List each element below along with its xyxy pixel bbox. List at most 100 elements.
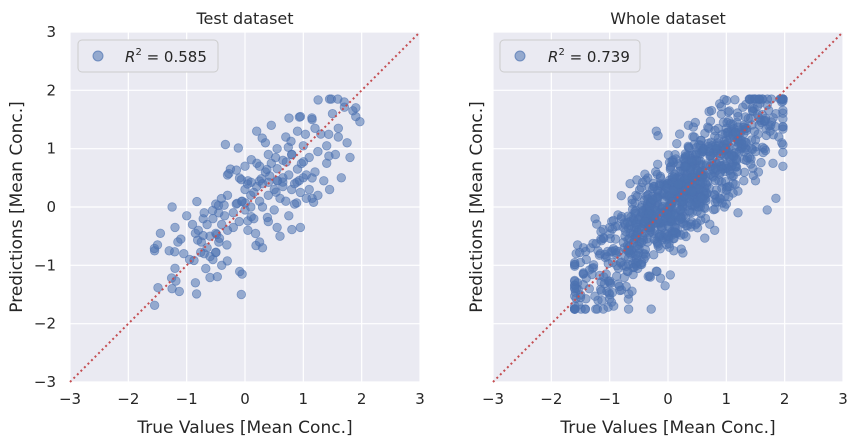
data-point	[590, 291, 600, 301]
data-point	[758, 147, 768, 158]
data-point	[649, 250, 659, 260]
test-dataset-panel: Test dataset −3 −2 −1 0 1 2 3 3 2 1 0 −1 −2 −3 True …	[7, 9, 425, 438]
data-point	[257, 202, 268, 212]
data-point	[189, 255, 199, 266]
y-tick-label: −1	[34, 256, 56, 274]
data-point	[754, 113, 764, 123]
data-point	[721, 128, 731, 139]
data-point	[771, 193, 781, 204]
data-point	[778, 105, 788, 116]
data-point	[595, 284, 606, 295]
data-point	[271, 187, 281, 197]
data-point	[580, 246, 591, 257]
data-point	[191, 289, 202, 299]
data-point	[632, 191, 643, 202]
data-point	[644, 208, 654, 218]
data-point	[778, 124, 788, 134]
data-point	[703, 141, 714, 152]
data-point	[281, 196, 291, 206]
data-point	[702, 177, 713, 187]
data-point	[342, 138, 352, 148]
data-point	[740, 137, 750, 147]
y-tick-label: 3	[46, 23, 56, 41]
data-point	[690, 117, 701, 128]
data-point	[686, 199, 696, 210]
y-tick-label: 0	[46, 198, 56, 216]
data-point	[750, 94, 761, 104]
data-point	[761, 130, 772, 141]
data-point	[778, 114, 788, 124]
data-point	[149, 300, 160, 311]
data-point	[233, 143, 244, 153]
data-point	[246, 211, 256, 222]
data-point	[287, 149, 297, 160]
legend-marker	[92, 50, 104, 62]
data-point	[292, 198, 302, 208]
data-point	[195, 247, 206, 258]
data-point	[270, 152, 281, 163]
data-point	[292, 126, 303, 136]
data-point	[307, 173, 317, 183]
data-point	[228, 222, 239, 233]
whole-dataset-panel: Whole dataset −3 −2 −1 0 1 2 3 True Values [Me…	[467, 9, 848, 438]
data-point	[205, 272, 215, 283]
data-point	[571, 248, 581, 259]
data-point	[778, 139, 788, 150]
data-point	[198, 214, 208, 224]
data-point	[739, 167, 750, 178]
data-point	[665, 270, 676, 280]
data-point	[570, 276, 580, 287]
data-point	[706, 105, 717, 116]
data-point	[272, 222, 282, 233]
data-point	[746, 143, 757, 154]
data-point	[724, 152, 734, 163]
legend-label: R2 = 0.585	[125, 47, 207, 66]
data-point	[669, 172, 679, 183]
data-point	[700, 233, 710, 243]
data-point	[687, 172, 697, 182]
data-point	[738, 102, 748, 112]
data-point	[688, 131, 698, 142]
data-point	[192, 235, 203, 245]
data-point	[764, 105, 774, 116]
x-tick-labels: −3 −2 −1 0 1 2 3	[482, 390, 848, 408]
data-point	[578, 268, 589, 278]
data-point	[169, 247, 180, 257]
data-point	[345, 152, 355, 163]
data-point	[623, 211, 633, 221]
data-point	[648, 195, 658, 205]
data-point	[286, 136, 296, 147]
data-point	[730, 95, 740, 105]
data-point	[234, 173, 245, 183]
grid	[69, 31, 421, 383]
data-point	[240, 161, 250, 171]
data-point	[673, 179, 684, 189]
data-point	[614, 281, 625, 292]
x-tick-label: 3	[415, 390, 425, 408]
data-point	[640, 169, 650, 179]
data-point	[762, 205, 772, 215]
data-point	[727, 171, 737, 182]
data-point	[720, 144, 730, 154]
data-point	[710, 175, 721, 186]
data-point	[251, 240, 261, 251]
x-tick-label: −1	[599, 390, 621, 408]
data-point	[702, 159, 712, 169]
data-point	[300, 129, 311, 140]
data-point	[222, 240, 232, 250]
y-axis-label: Predictions [Mean Conc.]	[467, 101, 487, 313]
data-point	[636, 259, 646, 269]
data-point	[262, 212, 273, 223]
data-point	[612, 271, 622, 281]
data-point	[742, 152, 753, 163]
data-point	[298, 157, 309, 167]
data-point	[660, 281, 670, 291]
x-tick-label: 0	[240, 390, 250, 408]
data-point	[710, 163, 721, 173]
legend-marker	[514, 50, 526, 62]
data-point	[333, 123, 344, 134]
data-point	[592, 219, 602, 229]
data-point	[228, 208, 239, 218]
data-point	[728, 119, 738, 130]
data-point	[687, 186, 697, 197]
